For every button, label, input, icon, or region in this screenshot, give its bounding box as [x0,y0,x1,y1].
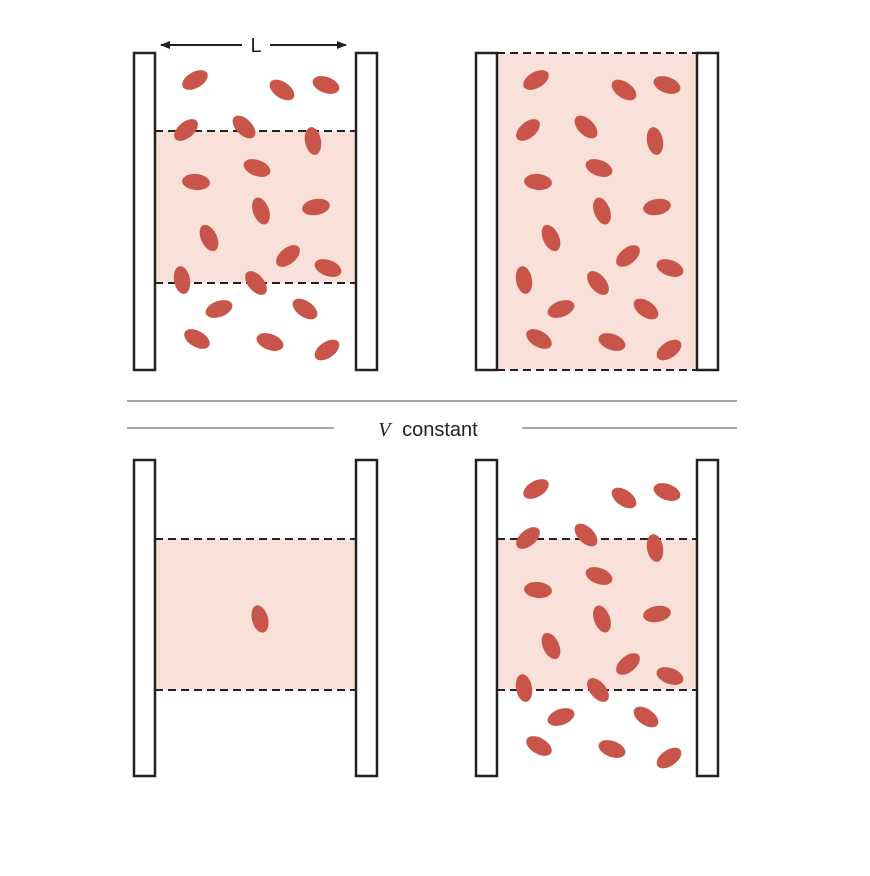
molecule [593,605,611,633]
molecule [312,76,340,94]
molecule [526,329,552,349]
panel-bottom-right [474,458,720,778]
molecule [593,197,611,225]
molecule [232,115,256,139]
molecule [611,487,637,509]
molecule [574,523,598,547]
molecule [515,266,533,294]
molecules [515,479,684,769]
molecule [524,581,552,599]
molecule [276,245,300,267]
molecule [515,674,533,702]
molecule [574,115,598,139]
molecule [598,740,626,758]
molecule [547,300,575,318]
panel-top-left [132,51,379,372]
molecule [304,127,322,155]
molecule [523,479,549,499]
molecule [616,245,640,267]
right-plate [354,458,379,778]
molecule [643,198,671,216]
molecule [656,667,684,685]
molecule [251,605,269,633]
molecule [656,747,682,769]
molecule [184,329,210,349]
molecule [516,119,540,141]
left-plate [132,458,157,778]
molecule [269,79,295,101]
right-plate [354,51,379,372]
molecule [656,339,682,361]
length-label: L [250,35,261,57]
molecule [182,70,208,90]
molecule [526,736,552,756]
molecule [541,632,561,660]
molecule [256,333,284,351]
molecule [182,173,210,191]
molecule [653,483,681,501]
divider: V constant [127,400,737,441]
molecule [646,534,664,562]
molecule [633,706,659,728]
molecule [611,79,637,101]
left-plate [474,458,499,778]
molecule [541,224,561,252]
molecule [243,159,271,177]
molecule [516,527,540,549]
left-plate [132,51,157,372]
right-plate [695,51,720,372]
molecule [656,259,684,277]
molecule [314,339,340,361]
volume-text: constant [402,419,478,441]
volume-symbol: V [378,419,393,441]
molecule [314,259,342,277]
molecule [643,605,671,623]
molecule [245,271,267,295]
molecule [199,224,219,252]
molecule [616,653,640,675]
molecule [205,300,233,318]
volume-constant-label: V constant [378,419,478,441]
molecule [524,173,552,191]
molecule [585,567,613,585]
length-dimension: L [160,35,347,57]
molecule [646,127,664,155]
molecules [173,70,342,361]
left-plate [474,51,499,372]
molecule [585,159,613,177]
molecule [523,70,549,90]
molecule [302,198,330,216]
molecule [587,271,609,295]
molecules [515,70,684,361]
molecule [292,298,318,320]
molecule [173,266,191,294]
panel-bottom-left [132,458,379,778]
molecule [174,119,198,141]
molecule [598,333,626,351]
molecule [547,708,575,726]
panel-top-right [474,51,720,372]
molecule [633,298,659,320]
molecules [251,605,269,633]
right-plate [695,458,720,778]
molecule [252,197,270,225]
molecule [653,76,681,94]
molecule [587,678,609,702]
